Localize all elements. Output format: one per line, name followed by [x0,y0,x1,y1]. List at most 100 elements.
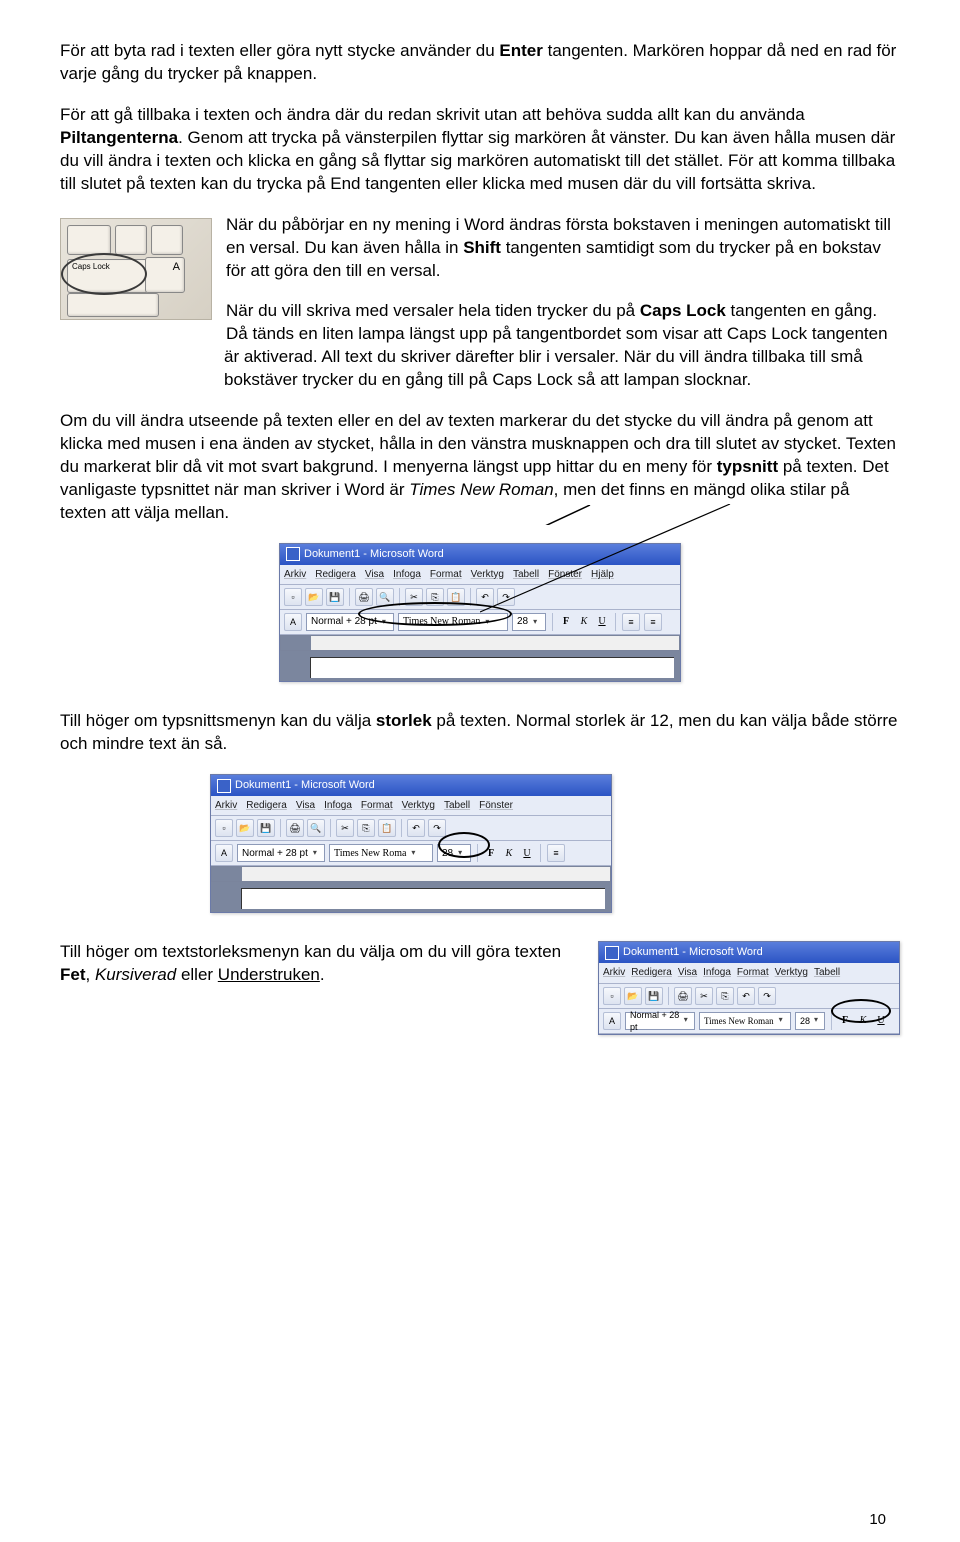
font-ellipse-annotation [358,602,512,626]
toolbar-new-icon[interactable]: ▫ [215,819,233,837]
menu-tabell[interactable]: Tabell [444,799,470,813]
toolbar-save-icon[interactable]: 💾 [326,588,344,606]
style-dropdown[interactable]: Normal + 28 pt▾ [237,844,325,862]
menu-format[interactable]: Format [361,799,393,813]
bold-button[interactable]: F [559,615,573,629]
word-standard-toolbar: ▫ 📂 💾 🖨 🔍 ✂ ⎘ 📋 ↶ ↷ [211,816,611,841]
word-ruler [280,635,680,651]
toolbar-copy-icon[interactable]: ⎘ [716,987,734,1005]
font-dropdown[interactable]: Times New Roman▾ [699,1012,791,1030]
bold-storlek: storlek [376,711,432,730]
menu-redigera[interactable]: Redigera [246,799,287,813]
toolbar-redo-icon[interactable]: ↷ [428,819,446,837]
word-titlebar: Dokument1 - Microsoft Word [599,942,899,963]
menu-format[interactable]: Format [737,966,769,980]
chevron-down-icon: ▾ [682,1015,690,1026]
word-canvas [280,651,680,681]
menu-fonster[interactable]: Fönster [479,799,513,813]
menu-verktyg[interactable]: Verktyg [402,799,435,813]
toolbar-print-icon[interactable]: 🖨 [286,819,304,837]
toolbar-new-icon[interactable]: ▫ [284,588,302,606]
menu-verktyg[interactable]: Verktyg [471,568,504,582]
menu-visa[interactable]: Visa [678,966,697,980]
paragraph-formatting: Till höger om textstorleksmenyn kan du v… [60,941,578,987]
align-center-icon[interactable]: ≡ [644,613,662,631]
italic-kursiverad: Kursiverad [95,965,176,984]
menu-tabell[interactable]: Tabell [814,966,840,980]
word-screenshot-size: Dokument1 - Microsoft Word Arkiv Rediger… [60,774,900,913]
size-ellipse-annotation [438,832,490,858]
style-dropdown[interactable]: Normal + 28 pt▾ [625,1012,695,1030]
font-dropdown[interactable]: Times New Roma▾ [329,844,433,862]
menu-infoga[interactable]: Infoga [393,568,421,582]
toolbar-undo-icon[interactable]: ↶ [407,819,425,837]
menu-fonster[interactable]: Fönster [548,568,582,582]
paragraph-size: Till höger om typsnittsmenyn kan du välj… [60,710,900,756]
menu-arkiv[interactable]: Arkiv [284,568,306,582]
toolbar-open-icon[interactable]: 📂 [624,987,642,1005]
bold-enter: Enter [499,41,542,60]
word-screenshot-font: Dokument1 - Microsoft Word Arkiv Rediger… [60,543,900,682]
toolbar-preview-icon[interactable]: 🔍 [307,819,325,837]
bold-capslock: Caps Lock [640,301,726,320]
italic-times: Times New Roman [409,480,553,499]
word-app-icon [286,547,300,561]
word-page [241,888,605,909]
toolbar-print-icon[interactable]: 🖨 [674,987,692,1005]
toolbar-style-icon[interactable]: A [215,844,233,862]
menu-format[interactable]: Format [430,568,462,582]
menu-infoga[interactable]: Infoga [324,799,352,813]
paragraph-arrows: För att gå tillbaka i texten och ändra d… [60,104,900,196]
menu-tabell[interactable]: Tabell [513,568,539,582]
bold-shift: Shift [463,238,501,257]
toolbar-cut-icon[interactable]: ✂ [336,819,354,837]
paragraph-capslock: När du vill skriva med versaler hela tid… [224,300,900,392]
toolbar-paste-icon[interactable]: 📋 [378,819,396,837]
toolbar-open-icon[interactable]: 📂 [305,588,323,606]
toolbar-redo-icon[interactable]: ↷ [758,987,776,1005]
word-menubar: Arkiv Redigera Visa Infoga Format Verkty… [211,796,611,817]
toolbar-style-icon[interactable]: A [603,1012,621,1030]
menu-visa[interactable]: Visa [296,799,315,813]
paragraph-shift: När du påbörjar en ny mening i Word ändr… [224,214,900,283]
bold-fet: Fet [60,965,86,984]
toolbar-copy-icon[interactable]: ⎘ [357,819,375,837]
toolbar-save-icon[interactable]: 💾 [257,819,275,837]
italic-button[interactable]: K [502,846,516,860]
size-dropdown[interactable]: 28▾ [795,1012,825,1030]
word-app-icon [605,946,619,960]
underline-button[interactable]: U [595,615,609,629]
word-menubar: Arkiv Redigera Visa Infoga Format Verkty… [280,565,680,586]
size-dropdown[interactable]: 28▾ [512,613,546,631]
menu-infoga[interactable]: Infoga [703,966,731,980]
menu-redigera[interactable]: Redigera [315,568,356,582]
menu-hjalp[interactable]: Hjälp [591,568,614,582]
paragraph-font: Om du vill ändra utseende på texten elle… [60,410,900,525]
menu-visa[interactable]: Visa [365,568,384,582]
toolbar-undo-icon[interactable]: ↶ [737,987,755,1005]
align-left-icon[interactable]: ≡ [547,844,565,862]
menu-redigera[interactable]: Redigera [631,966,672,980]
italic-button[interactable]: K [577,615,591,629]
toolbar-print-icon[interactable]: 🖨 [355,588,373,606]
toolbar-new-icon[interactable]: ▫ [603,987,621,1005]
word-titlebar: Dokument1 - Microsoft Word [280,544,680,565]
toolbar-redo-icon[interactable]: ↷ [497,588,515,606]
menu-verktyg[interactable]: Verktyg [775,966,808,980]
chevron-down-icon: ▾ [812,1015,820,1026]
capslock-keyboard-image: Caps Lock A [60,218,212,320]
align-left-icon[interactable]: ≡ [622,613,640,631]
toolbar-style-icon[interactable]: A [284,613,302,631]
capslock-section: Caps Lock A När du påbörjar en ny mening… [60,214,900,411]
menu-arkiv[interactable]: Arkiv [603,966,625,980]
toolbar-open-icon[interactable]: 📂 [236,819,254,837]
word-window-2: Dokument1 - Microsoft Word Arkiv Rediger… [210,774,612,913]
underline-button[interactable]: U [520,846,534,860]
menu-arkiv[interactable]: Arkiv [215,799,237,813]
text: När du vill skriva med versaler hela tid… [226,301,640,320]
text: För att byta rad i texten eller göra nyt… [60,41,499,60]
toolbar-cut-icon[interactable]: ✂ [695,987,713,1005]
word-menubar: Arkiv Redigera Visa Infoga Format Verkty… [599,963,899,984]
toolbar-save-icon[interactable]: 💾 [645,987,663,1005]
chevron-down-icon: ▾ [776,1015,786,1026]
